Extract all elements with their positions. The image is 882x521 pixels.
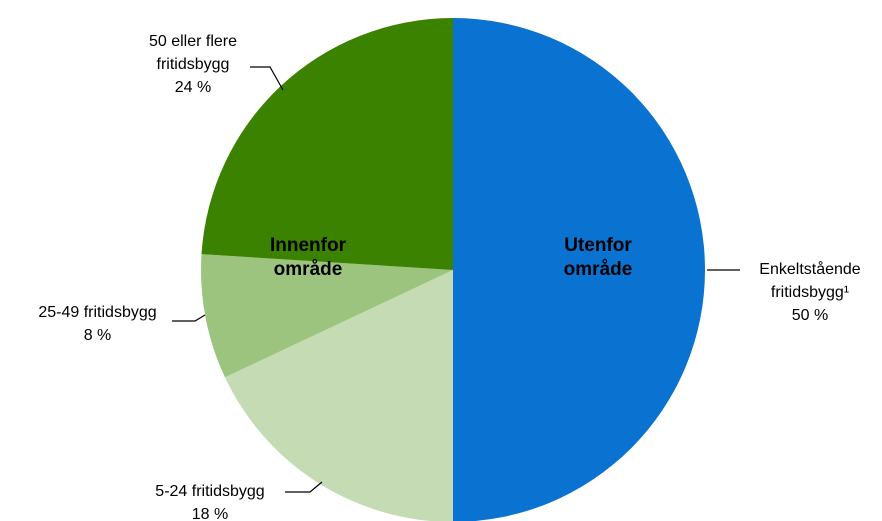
- pie-slice: [453, 18, 705, 521]
- slice-label: 25-49 fritidsbygg 8 %: [5, 301, 190, 347]
- slice-label: 50 eller flere fritidsbygg 24 %: [118, 30, 268, 99]
- category-label: 25-49 fritidsbygg: [38, 304, 157, 321]
- slice-label: 5-24 fritidsbygg 18 %: [110, 480, 310, 521]
- category-label: Enkeltstående fritidsbygg¹: [759, 261, 861, 301]
- category-label: 5-24 fritidsbygg: [155, 483, 265, 500]
- pie-slice: [201, 18, 453, 270]
- pie-slice: [201, 254, 453, 378]
- group-annotation: Utenfor område: [563, 235, 633, 280]
- leader-line: [172, 314, 206, 322]
- pie-slice: [224, 270, 453, 521]
- group-annotation: Innenfor område: [270, 235, 346, 280]
- value-label: 8 %: [83, 327, 112, 344]
- slice-label: Enkeltstående fritidsbygg¹ 50 %: [740, 258, 880, 327]
- value-label: 50 %: [791, 307, 829, 324]
- value-label: 24 %: [174, 79, 212, 96]
- category-label: 50 eller flere fritidsbygg: [148, 33, 238, 73]
- leader-line: [250, 66, 284, 91]
- value-label: 18 %: [191, 506, 229, 521]
- leader-line: [285, 481, 323, 493]
